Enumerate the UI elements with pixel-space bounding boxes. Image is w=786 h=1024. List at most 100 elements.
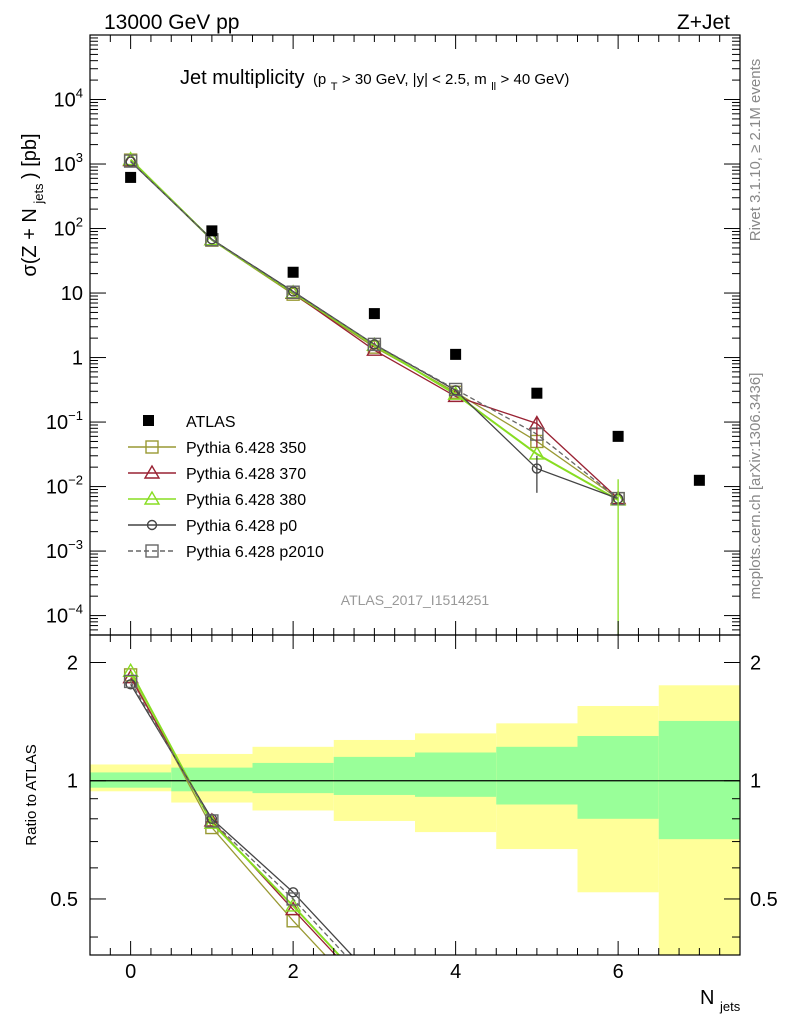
chart-title-pt-subscript: T	[331, 81, 338, 93]
legend-label-p380: Pythia 6.428 380	[186, 492, 306, 509]
ratio-line-p350	[130, 674, 326, 955]
atlas-data-point	[206, 225, 218, 237]
atlas-data-group	[125, 171, 705, 486]
ratio-point-p2010	[205, 814, 219, 828]
upper-series-group	[122, 151, 627, 635]
series-point-p370	[366, 341, 383, 356]
ratio-point-p2010	[123, 674, 138, 689]
y-label-main: σ(Z + N	[19, 208, 41, 276]
y-tick-label-base: 10	[46, 541, 68, 563]
ratio-y-tick-label-right: 2	[750, 653, 761, 675]
legend-label-p370: Pythia 6.428 370	[186, 466, 306, 483]
ratio-point-p370	[203, 812, 221, 827]
inner-band-bin	[496, 746, 578, 805]
legend-marker-p0	[146, 519, 158, 531]
energy-label: 13000 GeV pp	[104, 11, 239, 34]
analysis-watermark: ATLAS_2017_I1514251	[341, 592, 490, 608]
y-tick-label-exponent: 2	[76, 215, 83, 230]
legend-marker-atlas	[143, 415, 154, 426]
y-tick-label-exponent: 3	[76, 150, 83, 165]
series-point-p2010	[448, 382, 463, 397]
x-label-subscript: jets	[719, 999, 741, 1014]
ratio-uncertainty-bands	[90, 685, 740, 955]
y-tick-label: 102	[54, 215, 83, 241]
ratio-panel: 2 2 1 1 0.5 0.5 0 2 4 6 Ratio to ATLAS N jets	[23, 634, 778, 1014]
atlas-data-point	[368, 308, 380, 320]
inner-band-bin	[90, 772, 172, 788]
x-axis-label: N jets	[700, 987, 741, 1014]
chart-title-mll-subscript: ll	[491, 81, 496, 93]
y-tick-label-base: 10	[54, 154, 76, 176]
upper-y-axis-label: σ(Z + N jets ) [pb]	[19, 133, 47, 276]
y-tick-label-base: 10	[54, 90, 76, 112]
x-tick-label: 6	[613, 961, 624, 983]
series-point-p2010	[367, 337, 382, 352]
chart-title-cuts-close: > 40 GeV)	[501, 71, 570, 88]
y-tick-label-base: 10	[46, 412, 68, 434]
x-label-main: N	[700, 987, 714, 1009]
ratio-axis-ticks: 2 2 1 1 0.5 0.5 0 2 4 6	[50, 635, 778, 983]
inner-band-bin	[333, 756, 415, 795]
ratio-y-tick-label-left: 0.5	[50, 889, 78, 911]
y-tick-label-base: 1	[72, 348, 83, 370]
series-point-p2010	[123, 154, 138, 168]
chart-title-main: Jet multiplicity	[180, 67, 304, 89]
chart-title-cuts-open: (p	[313, 71, 326, 88]
y-tick-label: 103	[54, 150, 83, 176]
legend-marker-p2010	[145, 544, 159, 558]
legend-marker-p350	[145, 440, 159, 454]
y-tick-label-exponent: −1	[68, 408, 83, 423]
y-tick-label-base: 10	[46, 606, 68, 628]
ratio-y-tick-label-left: 2	[67, 653, 78, 675]
process-label: Z+Jet	[677, 11, 730, 34]
series-point-p0	[369, 339, 380, 350]
y-tick-label: 10	[61, 283, 83, 305]
y-tick-label-exponent: 4	[76, 86, 83, 101]
y-tick-label-base: 10	[61, 283, 83, 305]
ratio-y-tick-label-left: 1	[67, 771, 78, 793]
atlas-data-point	[450, 348, 462, 360]
atlas-data-point	[287, 266, 299, 278]
y-tick-label: 10−1	[46, 408, 83, 434]
ratio-y-tick-label-right: 0.5	[750, 889, 778, 911]
y-tick-label: 10−3	[46, 537, 83, 563]
atlas-data-point	[531, 387, 543, 399]
chart-title: Jet multiplicity (p T > 30 GeV, |y| < 2.…	[180, 67, 569, 94]
inner-band-bin	[658, 720, 740, 840]
legend-marker-p370	[143, 464, 161, 479]
y-tick-label-base: 10	[46, 477, 68, 499]
y-tick-label-base: 10	[54, 219, 76, 241]
rivet-version-label: Rivet 3.1.10, ≥ 2.1M events	[747, 59, 764, 242]
legend-label-p2010: Pythia 6.428 p2010	[186, 544, 324, 561]
y-tick-label-exponent: −2	[68, 473, 83, 488]
chart-title-cuts-mid: > 30 GeV, |y| < 2.5, m	[342, 71, 487, 88]
ratio-y-tick-label-right: 1	[750, 771, 761, 793]
y-tick-label-exponent: −3	[68, 537, 83, 552]
y-label-close: ) [pb]	[19, 133, 41, 179]
y-tick-label: 10−2	[46, 473, 83, 499]
atlas-data-point	[612, 430, 624, 442]
ratio-point-p2010	[286, 892, 300, 906]
ratio-point-p0	[125, 679, 136, 690]
y-label-subscript: jets	[31, 183, 46, 205]
ratio-line-p2010	[130, 681, 347, 955]
x-tick-label: 2	[288, 961, 299, 983]
ratio-line-p380	[129, 670, 341, 955]
series-point-p380	[203, 231, 221, 246]
series-point-p2010	[286, 285, 300, 299]
y-tick-label: 1	[72, 348, 83, 370]
inner-band-bin	[415, 752, 497, 797]
legend: ATLAS Pythia 6.428 350 Pythia 6.428 370 Pyt…	[128, 414, 324, 561]
ratio-line-p0	[130, 683, 353, 955]
inner-band-bin	[577, 735, 659, 819]
legend-label-p350: Pythia 6.428 350	[186, 440, 306, 457]
series-point-p0	[125, 156, 136, 167]
legend-marker-p380	[143, 490, 161, 505]
atlas-data-point	[125, 171, 137, 183]
legend-label-p0: Pythia 6.428 p0	[186, 518, 297, 535]
mcplots-label: mcplots.cern.ch [arXiv:1306.3436]	[747, 373, 764, 600]
legend-label-atlas: ATLAS	[186, 414, 236, 431]
